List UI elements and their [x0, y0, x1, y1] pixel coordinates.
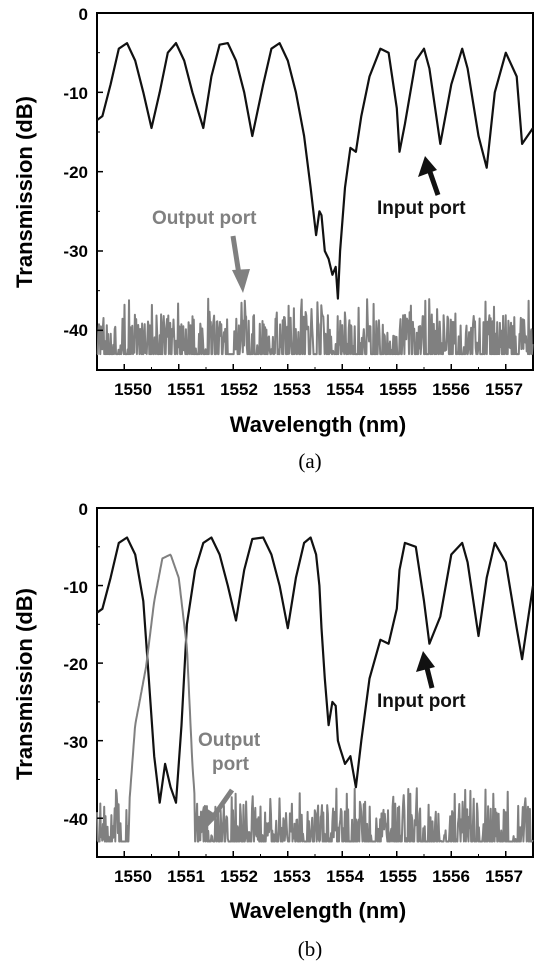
x-tick-1555: 1555 [379, 380, 417, 399]
x-tick-1557: 1557 [485, 380, 523, 399]
x-tick-1556: 1556 [432, 380, 470, 399]
y-tick-minus30: -30 [63, 242, 88, 261]
x-tick-1553: 1553 [273, 867, 311, 886]
y-tick-minus20: -20 [63, 655, 88, 674]
x-tick-1556: 1556 [432, 867, 470, 886]
input-port-series [96, 41, 534, 300]
x-tick-1550: 1550 [114, 380, 152, 399]
input-port-label: Input port [377, 691, 466, 712]
plot-area [96, 536, 535, 843]
caption-a: (a) [298, 449, 321, 473]
y-tick-minus10: -10 [63, 84, 88, 103]
output-port-label: Output port [152, 208, 257, 229]
y-tick-minus30: -30 [63, 733, 88, 752]
input-port-arrow [418, 156, 441, 196]
panel-b: 0 -10 -20 -30 -40 1550 1551 1552 1553 15… [12, 500, 535, 961]
panel-a: 0 -10 -20 -30 -40 1550 1551 1552 1553 15… [12, 5, 534, 473]
output-port-arrow [230, 235, 250, 293]
axis-ticks [97, 507, 534, 857]
input-port-arrow [416, 651, 435, 689]
y-tick-0: 0 [79, 500, 88, 519]
x-tick-1554: 1554 [326, 380, 364, 399]
y-tick-minus40: -40 [63, 321, 88, 340]
x-tick-1552: 1552 [220, 380, 258, 399]
output-port-series [96, 553, 534, 843]
axis-ticks [97, 12, 534, 370]
x-tick-1554: 1554 [326, 867, 364, 886]
x-axis-title: Wavelength (nm) [230, 898, 406, 923]
output-port-series [96, 297, 534, 356]
y-tick-minus20: -20 [63, 163, 88, 182]
x-tick-1553: 1553 [273, 380, 311, 399]
output-port-arrow [197, 788, 235, 838]
y-axis-title: Transmission (dB) [12, 588, 37, 780]
y-tick-0: 0 [79, 5, 88, 24]
x-tick-1551: 1551 [167, 380, 205, 399]
input-port-label: Input port [377, 198, 466, 219]
x-tick-1555: 1555 [379, 867, 417, 886]
input-port-series [96, 536, 535, 804]
caption-b: (b) [298, 937, 323, 961]
y-axis-title: Transmission (dB) [12, 96, 37, 288]
x-tick-1551: 1551 [167, 867, 205, 886]
x-tick-1550: 1550 [114, 867, 152, 886]
plot-area [96, 41, 534, 356]
y-tick-minus40: -40 [63, 810, 88, 829]
x-tick-1552: 1552 [220, 867, 258, 886]
x-tick-1557: 1557 [485, 867, 523, 886]
x-axis-title: Wavelength (nm) [230, 412, 406, 437]
y-tick-minus10: -10 [63, 578, 88, 597]
output-label-line1: Output [198, 730, 261, 751]
output-label-line2: port [212, 754, 250, 775]
